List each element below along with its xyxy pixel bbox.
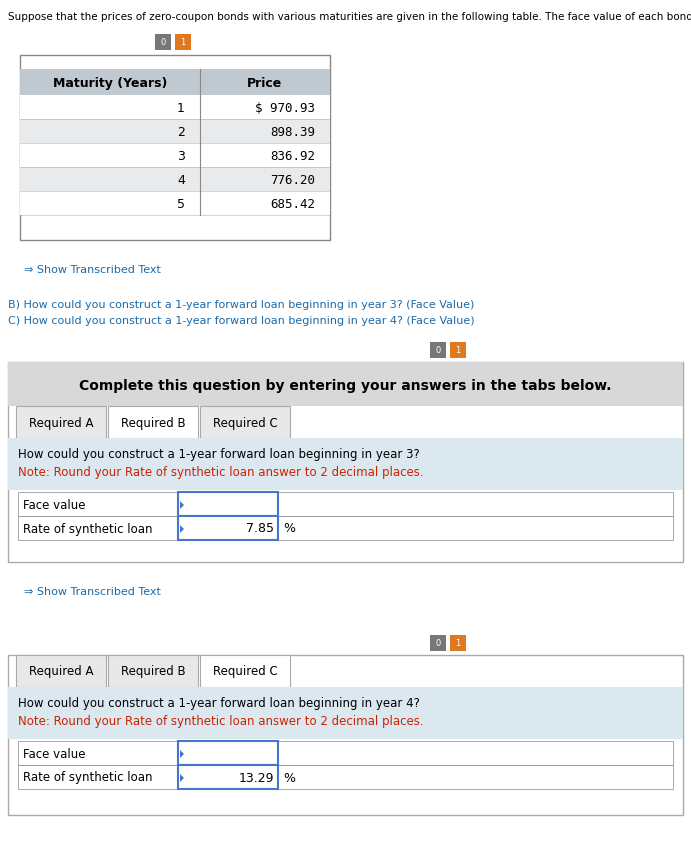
Bar xyxy=(108,655,198,687)
Bar xyxy=(430,635,446,651)
Text: How could you construct a 1-year forward loan beginning in year 3?: How could you construct a 1-year forward… xyxy=(18,448,419,461)
Bar xyxy=(20,69,330,95)
Text: $ 970.93: $ 970.93 xyxy=(255,102,315,114)
Bar xyxy=(178,741,278,765)
Text: 685.42: 685.42 xyxy=(270,198,315,210)
Text: Rate of synthetic loan: Rate of synthetic loan xyxy=(23,522,153,536)
Bar xyxy=(8,687,683,739)
Text: Required C: Required C xyxy=(213,665,277,679)
Polygon shape xyxy=(180,750,184,758)
Bar xyxy=(18,492,673,516)
Bar xyxy=(20,119,330,143)
Bar xyxy=(18,516,673,540)
Text: C) How could you construct a 1-year forward loan beginning in year 4? (Face Valu: C) How could you construct a 1-year forw… xyxy=(8,316,475,326)
Text: 2: 2 xyxy=(177,125,185,139)
Text: 5: 5 xyxy=(177,198,185,210)
Bar xyxy=(20,167,330,191)
Polygon shape xyxy=(180,525,184,533)
Text: 0: 0 xyxy=(435,638,441,648)
Bar xyxy=(430,342,446,358)
Bar xyxy=(178,765,278,789)
Text: 0: 0 xyxy=(435,346,441,355)
Text: 1: 1 xyxy=(455,638,461,648)
Text: 7.85: 7.85 xyxy=(246,522,274,536)
Text: B) How could you construct a 1-year forward loan beginning in year 3? (Face Valu: B) How could you construct a 1-year forw… xyxy=(8,300,475,310)
Text: 836.92: 836.92 xyxy=(270,150,315,162)
Text: Required C: Required C xyxy=(213,416,277,430)
Text: Suppose that the prices of zero-coupon bonds with various maturities are given i: Suppose that the prices of zero-coupon b… xyxy=(8,12,691,22)
Bar xyxy=(8,438,683,490)
Text: Rate of synthetic loan: Rate of synthetic loan xyxy=(23,771,153,785)
Text: Face value: Face value xyxy=(23,748,86,760)
Polygon shape xyxy=(180,774,184,782)
Text: 13.29: 13.29 xyxy=(238,771,274,785)
Polygon shape xyxy=(180,501,184,509)
Text: 1: 1 xyxy=(180,38,186,46)
Bar xyxy=(178,492,278,516)
Bar xyxy=(16,406,106,438)
Bar xyxy=(18,741,673,765)
Text: Note: Round your Rate of synthetic loan answer to 2 decimal places.: Note: Round your Rate of synthetic loan … xyxy=(18,715,424,728)
Text: Complete this question by entering your answers in the tabs below.: Complete this question by entering your … xyxy=(79,379,612,393)
Text: ⇒ Show Transcribed Text: ⇒ Show Transcribed Text xyxy=(24,587,161,597)
Text: 1: 1 xyxy=(455,346,461,355)
Text: Price: Price xyxy=(247,77,283,89)
Bar xyxy=(108,406,198,438)
Text: 4: 4 xyxy=(177,173,185,187)
Bar xyxy=(450,342,466,358)
Bar xyxy=(20,55,330,240)
Bar xyxy=(200,655,290,687)
Text: Required B: Required B xyxy=(121,665,185,679)
Bar xyxy=(155,34,171,50)
Text: Required A: Required A xyxy=(29,416,93,430)
Text: 3: 3 xyxy=(177,150,185,162)
Bar xyxy=(200,406,290,438)
Text: 1: 1 xyxy=(177,102,185,114)
Text: How could you construct a 1-year forward loan beginning in year 4?: How could you construct a 1-year forward… xyxy=(18,697,420,710)
Bar xyxy=(175,34,191,50)
Text: %: % xyxy=(283,522,295,536)
Bar xyxy=(450,635,466,651)
Bar xyxy=(18,765,673,789)
Text: %: % xyxy=(283,771,295,785)
Bar xyxy=(8,362,683,562)
Text: Required A: Required A xyxy=(29,665,93,679)
Bar xyxy=(178,516,278,540)
Bar xyxy=(20,143,330,167)
Bar xyxy=(16,655,106,687)
Bar xyxy=(20,191,330,215)
Text: 776.20: 776.20 xyxy=(270,173,315,187)
Bar xyxy=(8,362,683,406)
Text: Maturity (Years): Maturity (Years) xyxy=(53,77,167,89)
Text: Required B: Required B xyxy=(121,416,185,430)
Text: Note: Round your Rate of synthetic loan answer to 2 decimal places.: Note: Round your Rate of synthetic loan … xyxy=(18,466,424,479)
Text: 898.39: 898.39 xyxy=(270,125,315,139)
Text: ⇒ Show Transcribed Text: ⇒ Show Transcribed Text xyxy=(24,265,161,275)
Text: Face value: Face value xyxy=(23,499,86,511)
Bar xyxy=(8,655,683,815)
Text: 0: 0 xyxy=(160,38,166,46)
Bar xyxy=(20,95,330,119)
